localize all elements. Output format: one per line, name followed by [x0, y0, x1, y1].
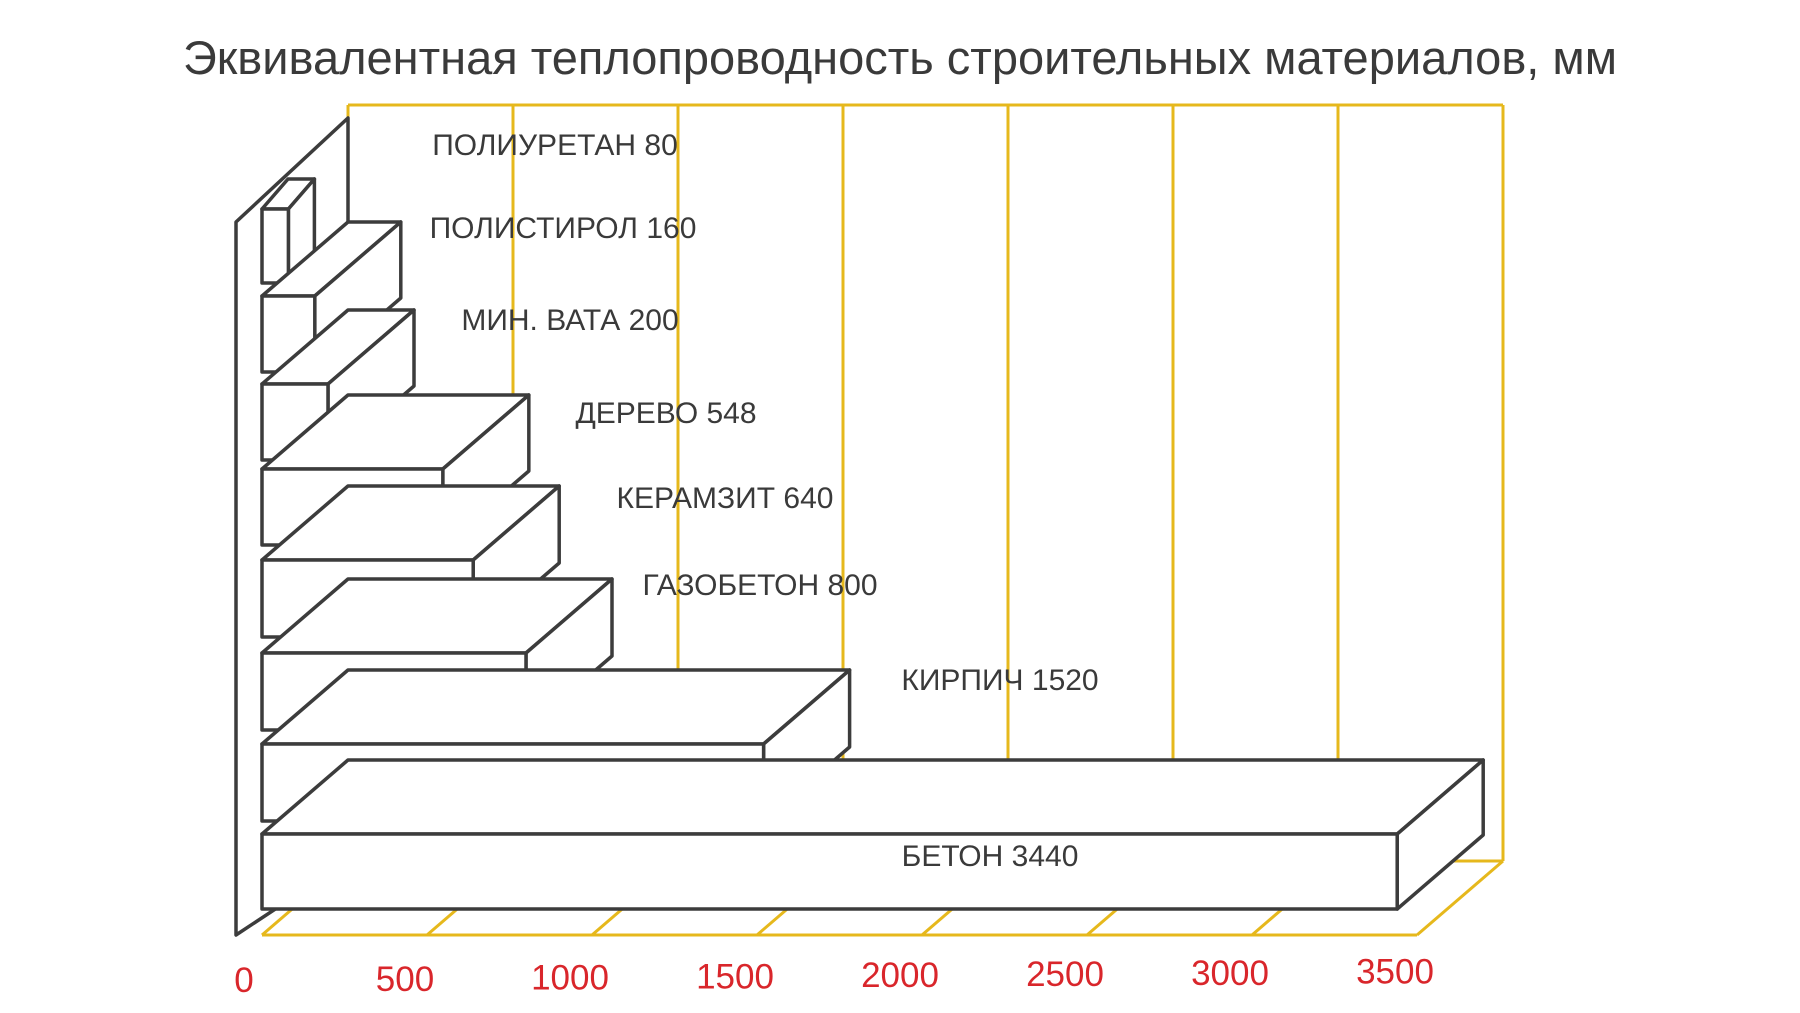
- bar-label: ДЕРЕВО 548: [575, 397, 756, 430]
- chart-title: Эквивалентная теплопроводность строитель…: [182, 31, 1618, 84]
- x-tick-label: 3000: [1191, 954, 1269, 993]
- bar-top-face: [260, 668, 852, 746]
- bar-front-face: [260, 832, 1399, 911]
- x-tick-label: 1000: [531, 959, 609, 998]
- x-tick-label: 2000: [861, 956, 939, 995]
- floor-grid-line: [1416, 859, 1504, 937]
- bar-labels-layer: ПОЛИУРЕТАН 80 ПОЛИСТИРОЛ 160 МИН. ВАТА 200…: [430, 129, 1099, 873]
- bar-top-face: [260, 758, 1485, 836]
- x-axis-ticks: 0 500 1000 1500 2000 2500 3000 3500: [234, 953, 1434, 1000]
- bar-label: ПОЛИУРЕТАН 80: [432, 129, 678, 162]
- x-tick-label: 2500: [1026, 955, 1104, 994]
- bar-label: КЕРАМЗИТ 640: [617, 482, 834, 515]
- x-tick-label: 1500: [696, 957, 774, 996]
- bar-label: КИРПИЧ 1520: [901, 664, 1098, 697]
- bar-label: БЕТОН 3440: [902, 840, 1079, 873]
- bar-label: ГАЗОБЕТОН 800: [642, 569, 877, 602]
- bar-front-face: [260, 207, 291, 285]
- bar-label: ПОЛИСТИРОЛ 160: [430, 212, 697, 245]
- bar-label: МИН. ВАТА 200: [461, 304, 678, 337]
- x-tick-label: 500: [376, 960, 434, 999]
- x-tick-label: 0: [234, 961, 253, 1000]
- bars-layer: [260, 177, 1485, 911]
- bar-8: [260, 758, 1485, 911]
- x-tick-label: 3500: [1356, 953, 1434, 992]
